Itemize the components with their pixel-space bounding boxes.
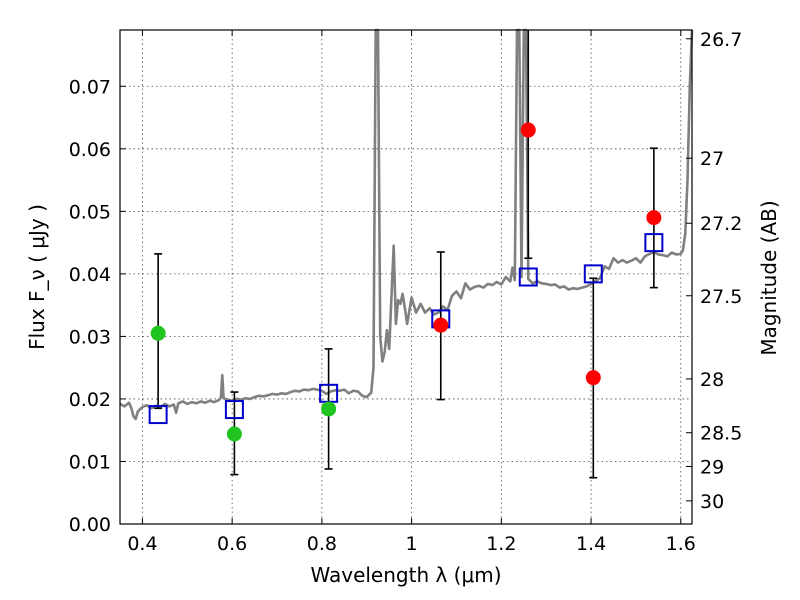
mag-tick-label: 28: [700, 369, 724, 391]
x-tick-label: 0.8: [307, 533, 337, 555]
red-measurement-point: [585, 370, 601, 386]
grid-lines: [120, 30, 692, 524]
y-tick-label: 0.07: [69, 76, 111, 98]
tick-layer: 0.4 0.6 0.8 1 1.2 1.4 1.6 0.00 0.01 0.02 0.03 0.04 0…: [69, 29, 743, 555]
y-tick-label: 0.02: [69, 389, 111, 411]
x-tick-label: 1.4: [576, 533, 606, 555]
marker-layer: [148, 122, 664, 442]
x-axis-label: Wavelength λ (μm): [310, 563, 501, 587]
y-tick-label: 0.06: [69, 139, 111, 161]
y-tick-label: 0.05: [69, 201, 111, 223]
spectrum-line: [119, 28, 694, 421]
x-tick-label: 0.6: [217, 533, 247, 555]
y-tick-label: 0.00: [69, 514, 111, 536]
mag-tick-label: 27: [700, 148, 724, 170]
model-photometry-square: [583, 264, 603, 284]
mag-tick-label: 28.5: [700, 423, 742, 445]
x-tick-label: 0.4: [127, 533, 157, 555]
spectrum-layer: [119, 28, 694, 421]
model-photometry-square: [224, 400, 244, 420]
mag-tick-label: 29: [700, 456, 724, 478]
mag-tick-label: 30: [700, 491, 724, 513]
red-measurement-point: [646, 210, 662, 226]
errorbar-layer: [154, 30, 658, 479]
mag-tick-label: 27.2: [700, 213, 742, 235]
model-photometry-square: [518, 267, 538, 287]
y-tick-label: 0.03: [69, 326, 111, 348]
green-detection-point: [226, 426, 242, 442]
x-tick-label: 1.6: [666, 533, 696, 555]
plot-frame: [119, 29, 693, 525]
mag-tick-label: 26.7: [700, 29, 742, 51]
model-photometry-square: [644, 233, 664, 253]
y-tick-label: 0.01: [69, 451, 111, 473]
x-tick-label: 1: [406, 533, 418, 555]
y-axis-label: Flux F_ν ( μJy ): [25, 204, 49, 350]
mag-tick-label: 27.5: [700, 286, 742, 308]
green-detection-point: [321, 401, 337, 417]
green-detection-point: [150, 325, 166, 341]
y-tick-label: 0.04: [69, 264, 111, 286]
red-measurement-point: [520, 122, 536, 138]
right-axis-label: Magnitude (AB): [757, 200, 781, 355]
red-measurement-point: [433, 317, 449, 333]
x-tick-label: 1.2: [486, 533, 516, 555]
model-photometry-square: [148, 405, 168, 425]
